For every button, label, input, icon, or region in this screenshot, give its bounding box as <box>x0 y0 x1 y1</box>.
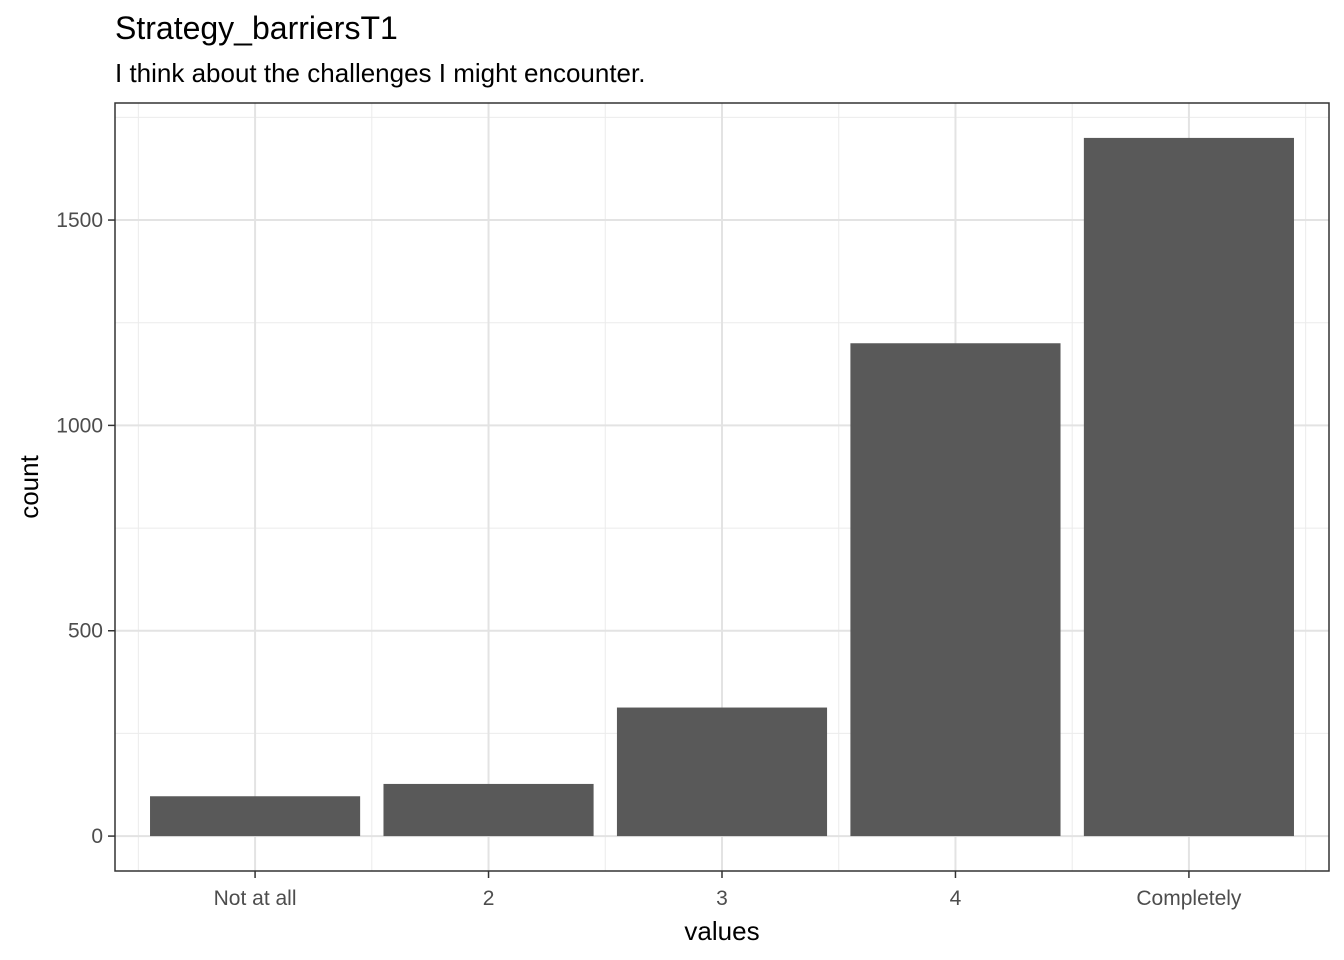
y-tick-label: 0 <box>91 825 103 848</box>
x-axis-ticks: Not at all 2 3 4 Completely <box>214 871 1242 910</box>
bar <box>616 707 828 837</box>
bar <box>150 796 361 837</box>
chart-title: Strategy_barriersT1 <box>115 10 398 46</box>
x-tick-label: Not at all <box>214 887 297 910</box>
y-tick-label: 1500 <box>56 209 103 232</box>
x-tick-label: 2 <box>483 887 495 910</box>
y-axis-title: count <box>14 454 44 518</box>
chart-subtitle: I think about the challenges I might enc… <box>115 58 646 88</box>
x-tick-label: Completely <box>1136 887 1242 910</box>
bars <box>150 137 1294 837</box>
bar <box>850 343 1061 837</box>
bar <box>383 783 594 837</box>
y-tick-label: 1000 <box>56 414 103 437</box>
y-tick-label: 500 <box>68 620 103 643</box>
x-axis-title: values <box>684 916 759 946</box>
bar <box>1083 137 1294 837</box>
x-tick-label: 4 <box>950 887 962 910</box>
x-tick-label: 3 <box>716 887 728 910</box>
y-axis-ticks: 0 500 1000 1500 <box>56 209 115 848</box>
